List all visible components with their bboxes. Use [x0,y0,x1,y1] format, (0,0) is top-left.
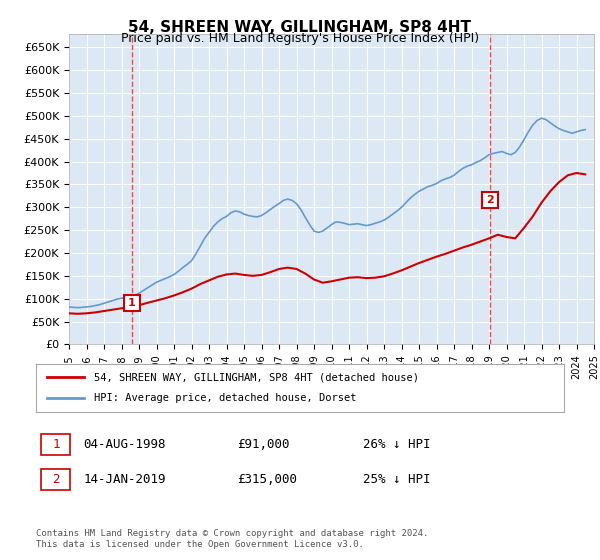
FancyBboxPatch shape [41,434,70,455]
Text: 2: 2 [486,195,494,206]
Text: 26% ↓ HPI: 26% ↓ HPI [364,438,431,451]
Text: 04-AUG-1998: 04-AUG-1998 [83,438,166,451]
Text: 54, SHREEN WAY, GILLINGHAM, SP8 4HT (detached house): 54, SHREEN WAY, GILLINGHAM, SP8 4HT (det… [94,372,419,382]
Text: HPI: Average price, detached house, Dorset: HPI: Average price, detached house, Dors… [94,393,356,403]
Text: Price paid vs. HM Land Registry's House Price Index (HPI): Price paid vs. HM Land Registry's House … [121,32,479,45]
FancyBboxPatch shape [41,469,70,489]
Text: 54, SHREEN WAY, GILLINGHAM, SP8 4HT: 54, SHREEN WAY, GILLINGHAM, SP8 4HT [128,20,472,35]
Text: 2: 2 [52,473,59,486]
Text: 25% ↓ HPI: 25% ↓ HPI [364,473,431,486]
Text: £315,000: £315,000 [236,473,296,486]
Text: Contains HM Land Registry data © Crown copyright and database right 2024.
This d: Contains HM Land Registry data © Crown c… [36,529,428,549]
Text: 1: 1 [128,298,136,308]
Text: £91,000: £91,000 [236,438,289,451]
Text: 1: 1 [52,438,59,451]
Text: 14-JAN-2019: 14-JAN-2019 [83,473,166,486]
